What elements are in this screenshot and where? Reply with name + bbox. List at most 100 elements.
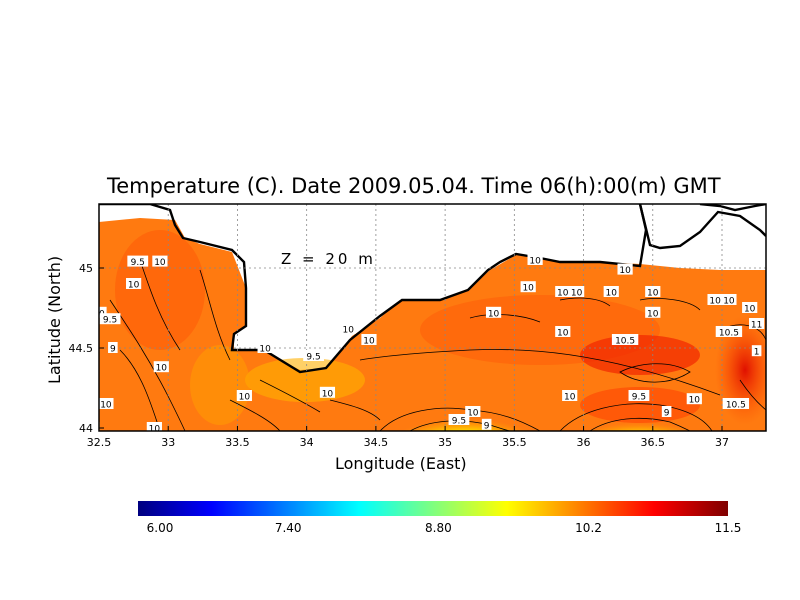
svg-text:10: 10 bbox=[239, 393, 251, 403]
svg-text:9: 9 bbox=[110, 345, 116, 355]
contour-label: 9.5 bbox=[99, 313, 121, 326]
contour-label: 10 bbox=[485, 306, 502, 319]
contour-label: 9 bbox=[661, 406, 672, 419]
x-tick-label: 35 bbox=[438, 436, 452, 449]
contour-label: 1 bbox=[751, 345, 762, 358]
colorbar-tick-label: 11.5 bbox=[715, 521, 742, 535]
svg-text:9.5: 9.5 bbox=[306, 353, 320, 363]
contour-label: 10 bbox=[153, 361, 169, 374]
svg-text:11: 11 bbox=[751, 321, 762, 331]
x-axis: 32.5 33 33.5 34 34.5 35 35.5 36 36.5 37 bbox=[87, 426, 729, 449]
contour-label: 10 bbox=[126, 278, 142, 291]
svg-text:9.5: 9.5 bbox=[632, 393, 646, 403]
svg-text:10: 10 bbox=[564, 393, 576, 403]
contour-label: 10 bbox=[99, 398, 114, 411]
contour-label: 10 bbox=[686, 393, 702, 406]
colorbar-ticks: 6.00 7.40 8.80 10.2 11.5 bbox=[147, 521, 742, 535]
contour-label: 10 bbox=[555, 326, 571, 339]
svg-text:1: 1 bbox=[754, 348, 760, 358]
svg-text:10: 10 bbox=[322, 389, 334, 399]
svg-text:10.5: 10.5 bbox=[615, 337, 635, 347]
contour-label: 10 bbox=[61, 387, 76, 400]
colorbar-gradient bbox=[138, 501, 728, 516]
contour-label: 9.5 bbox=[628, 390, 650, 403]
x-tick-label: 32.5 bbox=[87, 436, 112, 449]
contour-label: 10 bbox=[146, 422, 162, 435]
svg-text:10: 10 bbox=[723, 297, 735, 307]
colorbar-tick-label: 6.00 bbox=[147, 521, 174, 535]
x-tick-label: 35.5 bbox=[502, 436, 527, 449]
chart-title: Temperature (C). Date 2009.05.04. Time 0… bbox=[106, 174, 721, 198]
svg-text:9.5: 9.5 bbox=[103, 316, 117, 326]
svg-text:10: 10 bbox=[259, 345, 271, 355]
svg-text:10: 10 bbox=[606, 289, 618, 299]
coastline bbox=[99, 204, 648, 374]
svg-text:10: 10 bbox=[149, 425, 161, 435]
y-tick-label: 44.5 bbox=[69, 342, 94, 355]
grid-lines bbox=[99, 204, 766, 431]
x-tick-label: 36 bbox=[577, 436, 591, 449]
contour-label: 10 bbox=[707, 294, 723, 307]
contour-label: 9.5 bbox=[19, 382, 40, 395]
svg-text:10: 10 bbox=[522, 284, 534, 294]
svg-text:10: 10 bbox=[467, 409, 479, 419]
x-tick-label: 36.5 bbox=[641, 436, 666, 449]
contour-label: 9 bbox=[108, 342, 118, 355]
x-tick-label: 33 bbox=[161, 436, 175, 449]
x-tick-label: 37 bbox=[715, 436, 729, 449]
contour-label: 10 bbox=[465, 406, 481, 419]
svg-text:10: 10 bbox=[66, 364, 78, 374]
svg-text:10: 10 bbox=[363, 337, 375, 347]
svg-text:10.5: 10.5 bbox=[719, 329, 739, 339]
svg-text:9.5: 9.5 bbox=[452, 417, 466, 427]
contour-label: 9.5 bbox=[303, 350, 324, 363]
svg-text:10: 10 bbox=[647, 309, 659, 319]
svg-text:9: 9 bbox=[664, 409, 670, 419]
svg-text:10.5: 10.5 bbox=[726, 401, 746, 411]
x-tick-label: 33.5 bbox=[225, 436, 250, 449]
svg-text:10: 10 bbox=[557, 289, 569, 299]
contour-label: 10 bbox=[555, 286, 571, 299]
svg-text:10: 10 bbox=[619, 266, 631, 276]
colorbar-tick-label: 8.80 bbox=[425, 521, 452, 535]
colorbar: 6.00 7.40 8.80 10.2 11.5 bbox=[138, 501, 741, 535]
contour-label: 10 bbox=[152, 255, 168, 268]
contour-label: 11 bbox=[749, 318, 765, 331]
svg-text:10: 10 bbox=[488, 309, 500, 319]
svg-text:10: 10 bbox=[342, 325, 354, 335]
colorbar-tick-label: 10.2 bbox=[575, 521, 602, 535]
svg-text:10: 10 bbox=[128, 281, 140, 291]
svg-text:10: 10 bbox=[529, 257, 541, 267]
contour-label: 10.5 bbox=[722, 398, 750, 411]
svg-text:9.5: 9.5 bbox=[131, 258, 145, 268]
contour-label: 9 bbox=[481, 418, 492, 431]
svg-text:10: 10 bbox=[154, 258, 166, 268]
contour-label: 10 bbox=[340, 322, 356, 335]
svg-text:10: 10 bbox=[689, 396, 701, 406]
y-axis: 44 44.5 45 bbox=[69, 262, 104, 435]
contour-label: 10 bbox=[319, 386, 336, 399]
contour-label: 10.5 bbox=[611, 334, 639, 347]
contour-label: 10 bbox=[361, 334, 377, 347]
contour-label: 10 bbox=[527, 254, 543, 267]
contour-label: 10 bbox=[236, 390, 252, 403]
contour-label: 10 bbox=[645, 286, 661, 299]
contour-label: 10 bbox=[36, 414, 51, 427]
contour-label: 9.5 bbox=[448, 414, 470, 427]
x-axis-label: Longitude (East) bbox=[335, 454, 467, 473]
contour-label: 10 bbox=[257, 342, 273, 355]
svg-text:10: 10 bbox=[100, 401, 112, 411]
y-tick-label: 44 bbox=[79, 422, 93, 435]
contour-label: 10 bbox=[603, 286, 619, 299]
y-tick-label: 45 bbox=[79, 262, 93, 275]
svg-text:10: 10 bbox=[63, 389, 75, 399]
contour-label: 10 bbox=[742, 302, 758, 315]
contour-label: 10 bbox=[520, 281, 536, 294]
svg-text:9.5: 9.5 bbox=[23, 385, 37, 395]
svg-text:9: 9 bbox=[484, 421, 490, 431]
contour-label: 10 bbox=[721, 294, 737, 307]
contour-label: 10.5 bbox=[715, 326, 743, 339]
colorbar-tick-label: 7.40 bbox=[275, 521, 302, 535]
